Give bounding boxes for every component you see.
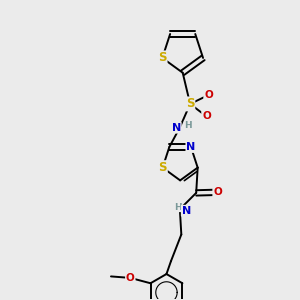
- Text: O: O: [204, 90, 213, 100]
- Text: O: O: [126, 273, 135, 283]
- Text: O: O: [202, 111, 211, 122]
- Text: S: S: [158, 51, 166, 64]
- Text: N: N: [186, 142, 196, 152]
- Text: O: O: [213, 187, 222, 197]
- Text: N: N: [172, 123, 181, 133]
- Text: S: S: [158, 161, 167, 174]
- Text: H: H: [184, 121, 192, 130]
- Text: N: N: [182, 206, 191, 216]
- Text: S: S: [186, 98, 194, 110]
- Text: H: H: [174, 203, 181, 212]
